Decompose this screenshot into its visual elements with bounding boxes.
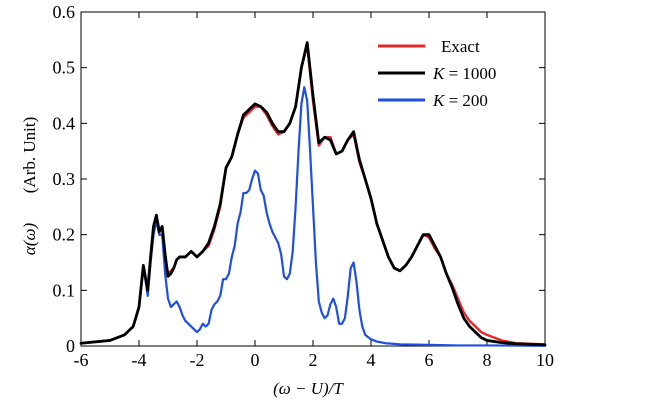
y-tick-label: 0.5 — [53, 58, 76, 78]
x-tick-label: -2 — [190, 350, 205, 370]
x-tick-label: -4 — [132, 350, 147, 370]
series-line-k-200 — [79, 86, 547, 347]
x-tick-label: 6 — [425, 350, 434, 370]
x-tick-label: 4 — [367, 350, 376, 370]
y-tick-label: 0 — [66, 336, 75, 356]
axes — [80, 11, 546, 347]
legend-entry-var: K — [432, 91, 449, 110]
legend-entry: K = 200 — [432, 91, 488, 110]
legend-entry: Exact — [441, 37, 480, 56]
plot-frame — [80, 11, 546, 347]
tick-labels: -6 -4 -2 0 2 4 6 8 10 0 0.1 0.2 0.3 0.4 0.5 0.6 — [53, 2, 555, 370]
x-tick-label: 10 — [536, 350, 554, 370]
y-axis-label-unit: (Arb. Unit) — [20, 117, 39, 193]
x-tick-label: 8 — [483, 350, 492, 370]
x-axis-label: (ω − U)/T — [273, 379, 344, 398]
legend-entry-value: Exact — [441, 37, 480, 56]
legend-entry: K = 1000 — [432, 64, 496, 83]
legend-entry-value: = 1000 — [449, 64, 497, 83]
y-tick-label: 0.4 — [53, 113, 76, 133]
y-tick-label: 0.3 — [53, 169, 76, 189]
y-axis-label-symbol: α(ω) — [20, 223, 39, 256]
series-group — [79, 41, 547, 347]
x-tick-label: 2 — [309, 350, 318, 370]
series-line-k-1000 — [79, 41, 547, 347]
y-axis-label-group: α(ω) (Arb. Unit) — [20, 117, 39, 255]
y-tick-label: 0.2 — [53, 225, 76, 245]
x-tick-label: 0 — [251, 350, 260, 370]
x-tick-label: -6 — [74, 350, 89, 370]
legend-entry-value: = 200 — [449, 91, 488, 110]
y-tick-label: 0.1 — [53, 280, 76, 300]
legend-entry-var: K — [432, 64, 449, 83]
y-tick-label: 0.6 — [53, 2, 76, 22]
